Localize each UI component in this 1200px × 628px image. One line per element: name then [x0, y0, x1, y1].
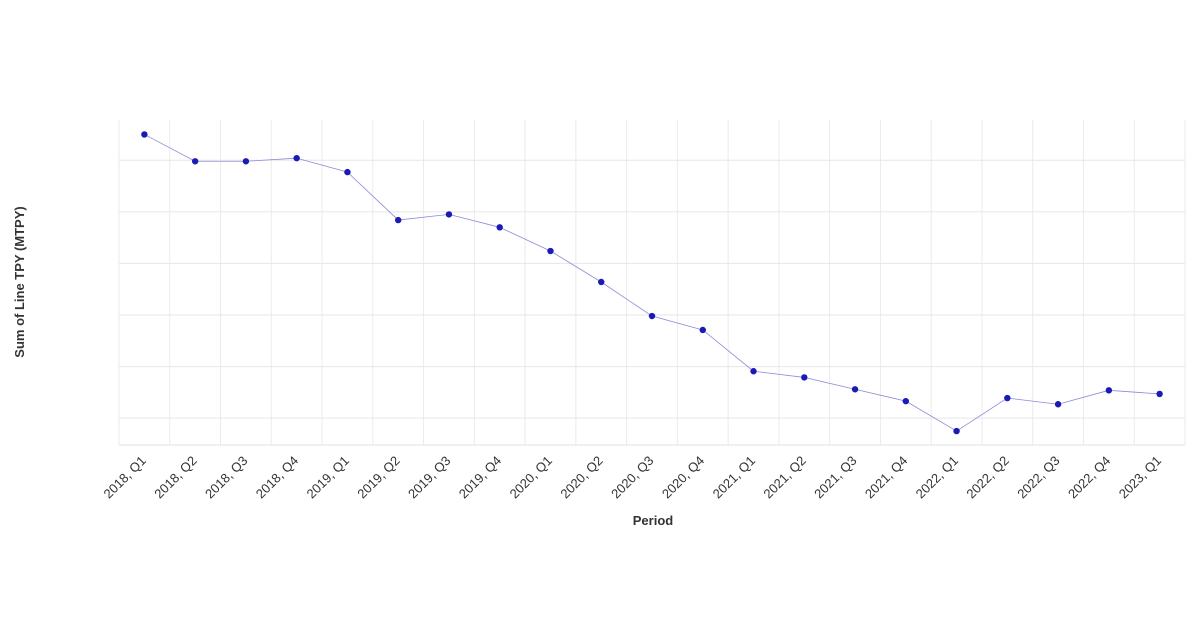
point [394, 216, 402, 224]
x-tick-label: 2018, Q3 [202, 453, 250, 501]
x-tick-label: 2021, Q3 [811, 453, 859, 501]
line [144, 134, 1160, 432]
x-tick-label: 2018, Q1 [100, 453, 148, 501]
x-tick-label: 2019, Q4 [456, 453, 504, 501]
point [1004, 394, 1011, 402]
y-axis-title: Sum of Line TPY (MTPY) [12, 206, 27, 357]
x-tick-label: 2019, Q3 [405, 453, 453, 501]
point [648, 312, 656, 320]
point [750, 368, 757, 375]
x-tick-label: 2020, Q1 [507, 453, 555, 501]
x-axis-title: Period [633, 513, 674, 528]
x-tick-label: 2019, Q1 [304, 453, 352, 501]
point [1054, 401, 1062, 408]
x-tick-label: 2020, Q4 [659, 453, 707, 501]
point [141, 131, 148, 138]
point [902, 397, 910, 405]
point [547, 247, 554, 255]
x-tick-label: 2020, Q3 [608, 453, 656, 501]
point [851, 386, 859, 393]
point [801, 374, 808, 381]
point [699, 326, 706, 334]
x-tick-label: 2022, Q3 [1014, 453, 1062, 501]
x-tick-label: 2022, Q2 [963, 453, 1011, 501]
point [496, 224, 503, 231]
point [242, 158, 250, 165]
point [953, 427, 960, 435]
point [1105, 387, 1113, 394]
point [293, 154, 300, 162]
x-tick-label: 2022, Q4 [1065, 453, 1113, 501]
point [344, 168, 351, 176]
x-tick-label: 2022, Q1 [913, 453, 961, 501]
x-tick-label: 2020, Q2 [557, 453, 605, 501]
point [191, 158, 199, 165]
x-tick-label: 2021, Q2 [760, 453, 808, 501]
x-tick-label: 2021, Q1 [710, 453, 758, 501]
point [1156, 390, 1163, 398]
x-tick-label: 2018, Q4 [253, 453, 301, 501]
x-tick-label: 2021, Q4 [862, 453, 910, 501]
point [598, 278, 605, 286]
point [445, 211, 453, 218]
x-tick-label: 2023, Q1 [1116, 453, 1164, 501]
x-tick-label: 2018, Q2 [151, 453, 199, 501]
x-tick-label: 2019, Q2 [354, 453, 402, 501]
